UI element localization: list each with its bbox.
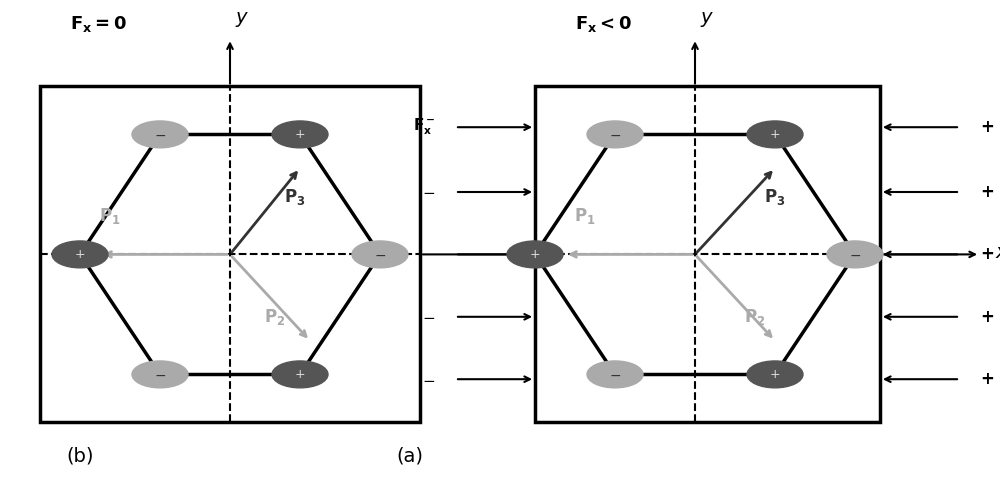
Text: +: + (980, 118, 994, 136)
Text: (a): (a) (396, 446, 424, 466)
Text: $-$: $-$ (609, 367, 621, 382)
Text: $\mathit{x}$: $\mathit{x}$ (995, 242, 1000, 262)
Text: +: + (980, 308, 994, 326)
FancyBboxPatch shape (40, 86, 420, 422)
Circle shape (52, 241, 108, 268)
Text: $-$: $-$ (422, 309, 435, 324)
Circle shape (132, 121, 188, 148)
Text: $+$: $+$ (529, 248, 541, 261)
Text: $-$: $-$ (374, 247, 386, 262)
Circle shape (507, 241, 563, 268)
Text: +: + (980, 370, 994, 388)
Text: $\mathbf{F_x^-}$: $\mathbf{F_x^-}$ (413, 117, 435, 137)
Text: $-$: $-$ (154, 367, 166, 382)
Circle shape (132, 361, 188, 388)
Text: $\mathbf{F_x<0}$: $\mathbf{F_x<0}$ (575, 13, 632, 34)
Text: $\mathit{y}$: $\mathit{y}$ (235, 10, 249, 29)
Circle shape (272, 121, 328, 148)
Text: $-$: $-$ (849, 247, 861, 262)
Circle shape (587, 361, 643, 388)
Circle shape (352, 241, 408, 268)
Text: +: + (980, 245, 994, 264)
Circle shape (747, 361, 803, 388)
Text: $\mathit{y}$: $\mathit{y}$ (700, 10, 714, 29)
Text: $-$: $-$ (609, 127, 621, 142)
FancyBboxPatch shape (535, 86, 880, 422)
Text: $+$: $+$ (74, 248, 86, 261)
Text: $+$: $+$ (294, 128, 306, 141)
Circle shape (587, 121, 643, 148)
Circle shape (827, 241, 883, 268)
Text: $+$: $+$ (769, 368, 781, 381)
Text: $+$: $+$ (294, 368, 306, 381)
Text: $\mathbf{P_2}$: $\mathbf{P_2}$ (744, 307, 766, 327)
Circle shape (747, 121, 803, 148)
Text: $\mathbf{P_3}$: $\mathbf{P_3}$ (764, 187, 786, 207)
Text: $\mathbf{P_3}$: $\mathbf{P_3}$ (284, 187, 306, 207)
Text: (b): (b) (66, 446, 94, 466)
Text: $\mathbf{P_1}$: $\mathbf{P_1}$ (574, 206, 596, 226)
Circle shape (272, 361, 328, 388)
Text: $-$: $-$ (422, 184, 435, 200)
Text: $+$: $+$ (769, 128, 781, 141)
Text: $-$: $-$ (422, 372, 435, 387)
Text: $\mathbf{P_2}$: $\mathbf{P_2}$ (264, 307, 286, 327)
Text: $-$: $-$ (154, 127, 166, 142)
Text: $\mathit{x}$: $\mathit{x}$ (535, 242, 549, 262)
Text: $\mathbf{P_1}$: $\mathbf{P_1}$ (99, 206, 121, 226)
Text: +: + (980, 183, 994, 201)
Text: $\mathbf{F_x=0}$: $\mathbf{F_x=0}$ (70, 13, 127, 34)
